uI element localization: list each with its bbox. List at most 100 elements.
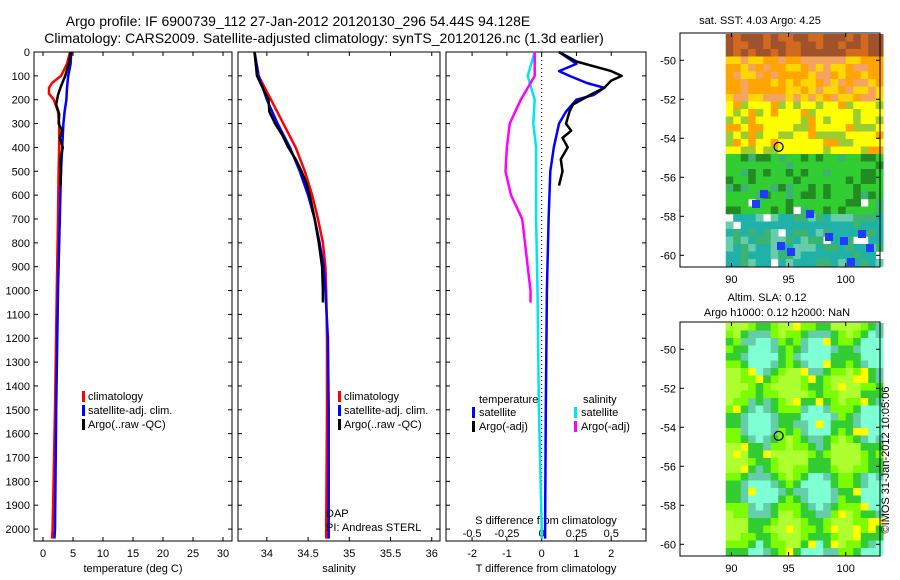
map-cell [763,390,772,399]
map-cell [838,116,847,125]
map-cell [860,214,869,222]
map-cell [808,124,817,132]
map-cell [785,420,794,429]
map-cell [823,251,832,260]
map-cell [823,428,832,436]
map-cell [770,428,779,436]
map-cell [785,146,794,155]
map-cell [823,259,832,267]
map-cell [755,71,764,80]
map-cell [755,428,764,436]
map-cell [748,465,757,474]
map-cell [755,244,764,252]
map-cell [778,71,787,80]
map-cell [853,533,862,541]
map-cell [800,49,809,57]
map-cell [830,64,839,72]
map-cell [725,86,734,95]
map-cell [763,330,772,339]
map-cell [838,323,847,331]
map-cell [823,221,832,230]
map-cell [740,330,749,339]
map-cell [830,548,839,556]
map-cell [868,191,877,200]
legend-swatch [574,421,577,432]
map-cell [838,259,847,267]
map-cell [868,360,877,369]
map-cell [785,525,794,534]
map-cell [763,116,772,125]
map-cell [785,109,794,117]
annotation-dap: DAP [326,508,349,520]
lat-tick-label: -54 [660,133,676,145]
map-cell [763,236,772,245]
map-cell [725,139,734,147]
map-cell [823,383,832,391]
map-cell [830,56,839,65]
map-cell [808,323,817,331]
map-cell [748,488,757,496]
map-cell [785,458,794,466]
map-cell [770,338,779,346]
map-cell [838,86,847,95]
map-cell [733,450,742,459]
map-cell [748,383,757,391]
map-cell [800,458,809,466]
map-cell [868,176,877,185]
map-cell [785,56,794,65]
map-cell [853,368,862,376]
map-cell [785,71,794,80]
map-cell [770,109,779,117]
map-cell [733,548,742,556]
map-cell [763,450,772,459]
map-cell [853,221,862,230]
map-cell [755,503,764,511]
map-cell [793,49,802,57]
map-cell [860,124,869,132]
map-cell [823,86,832,95]
map-cell [733,56,742,65]
depth-tick-label: 2000 [6,524,30,536]
map-cell [868,413,877,421]
x-tick-label: 35 [343,548,355,560]
map-cell [823,353,832,361]
map-cell [808,345,817,354]
map-cell [733,124,742,132]
map-cell [733,458,742,466]
depth-tick-label: 1200 [6,333,30,345]
map-cell [725,473,734,481]
map-cell [725,34,734,42]
map-cell [740,360,749,369]
x-tick-label: 36 [426,548,438,560]
map-cell [793,214,802,222]
map-cell [793,413,802,421]
map-cell [770,184,779,192]
series-line-climatology [253,51,329,539]
map-cell [740,169,749,177]
map-cell [823,154,832,162]
map-cell [853,323,862,331]
map-cell [748,64,757,72]
map-cell [725,124,734,132]
map-cell [800,236,809,245]
map-cell [755,345,764,354]
map-cell [793,71,802,80]
map-cell [815,473,824,481]
map-cell [800,34,809,42]
map-cell [778,94,787,102]
map-cell [845,101,854,110]
map-cell [725,345,734,354]
map-cell [860,420,869,429]
map-cell [785,375,794,384]
map-cell [793,458,802,466]
map-cell [733,353,742,361]
map-cell [815,458,824,466]
map-cell [868,428,877,436]
map-cell [868,131,877,140]
map-cell-cold [847,258,855,266]
map-cell [853,199,862,207]
map-cell [755,79,764,87]
map-cell [815,101,824,110]
map-cell [808,465,817,474]
map-cell [725,221,734,230]
